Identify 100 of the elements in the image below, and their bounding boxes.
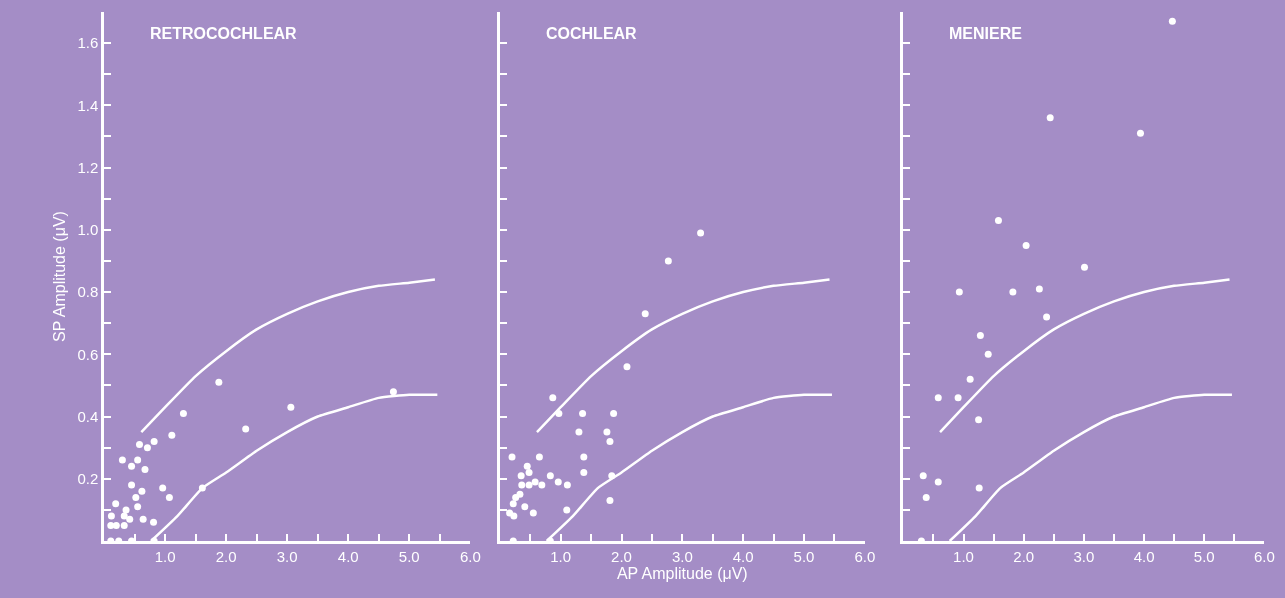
point xyxy=(546,472,554,480)
y-tick-label: 0.6 xyxy=(77,345,99,363)
point xyxy=(139,515,147,523)
y-tick-label: 0.8 xyxy=(77,283,99,301)
x-tick-label: 6.0 xyxy=(459,547,481,565)
x-tick-label: 2.0 xyxy=(1013,547,1035,565)
point xyxy=(535,453,543,461)
x-tick-label: 4.0 xyxy=(732,547,754,565)
point xyxy=(132,493,140,501)
point xyxy=(554,478,562,486)
point xyxy=(549,394,557,402)
point xyxy=(610,409,618,417)
point xyxy=(141,465,149,473)
point xyxy=(529,509,537,517)
point xyxy=(1081,263,1088,271)
point xyxy=(1168,17,1176,25)
point xyxy=(134,503,142,511)
point xyxy=(510,512,518,520)
point xyxy=(975,484,983,492)
point xyxy=(623,363,631,371)
point xyxy=(287,403,295,411)
point xyxy=(112,500,120,508)
y-axis-title: SP Amplitude (μV) xyxy=(51,211,69,342)
point xyxy=(120,512,128,520)
point xyxy=(118,456,126,464)
point xyxy=(563,481,571,489)
y-tick-label: 1.6 xyxy=(77,34,99,52)
point xyxy=(135,441,143,449)
point xyxy=(579,409,587,417)
point xyxy=(934,478,942,486)
point xyxy=(525,469,533,477)
point xyxy=(179,409,187,417)
point xyxy=(122,506,130,514)
point xyxy=(697,229,705,237)
x-axis-title: AP Amplitude (μV) xyxy=(616,564,748,582)
point xyxy=(922,493,930,501)
y-tick-label: 0.2 xyxy=(77,470,99,488)
point xyxy=(138,487,146,495)
y-tick-label: 1.0 xyxy=(77,221,99,239)
point xyxy=(994,216,1002,224)
x-tick-label: 2.0 xyxy=(215,547,237,565)
text: COCHLEAR xyxy=(546,25,638,42)
point xyxy=(1035,285,1043,293)
point xyxy=(134,456,142,464)
x-tick-label: 1.0 xyxy=(154,547,176,565)
y-tick-label: 1.4 xyxy=(77,96,99,114)
point xyxy=(919,472,927,480)
point xyxy=(120,521,128,529)
point xyxy=(150,437,158,445)
point xyxy=(215,378,223,386)
point xyxy=(975,416,983,424)
point xyxy=(242,425,250,433)
point xyxy=(603,428,611,436)
point xyxy=(389,388,397,396)
point xyxy=(523,462,531,470)
point xyxy=(107,521,115,529)
x-tick-label: 5.0 xyxy=(793,547,815,565)
x-tick-label: 3.0 xyxy=(1073,547,1095,565)
point xyxy=(976,332,984,340)
point xyxy=(509,500,517,508)
x-tick-label: 1.0 xyxy=(550,547,572,565)
x-tick-label: 4.0 xyxy=(337,547,359,565)
point xyxy=(1022,241,1030,249)
point xyxy=(517,472,525,480)
x-tick-label: 5.0 xyxy=(398,547,420,565)
point xyxy=(508,453,516,461)
point xyxy=(525,481,533,489)
y-tick-label: 1.2 xyxy=(77,158,99,176)
text: RETROCOCHLEAR xyxy=(150,25,298,42)
point xyxy=(641,310,649,318)
point xyxy=(150,518,158,526)
y-tick-label: 0.4 xyxy=(77,407,99,425)
point xyxy=(521,503,529,511)
point xyxy=(126,515,134,523)
point xyxy=(955,288,963,296)
x-tick-label: 3.0 xyxy=(671,547,693,565)
x-tick-label: 6.0 xyxy=(854,547,876,565)
point xyxy=(112,521,120,529)
point xyxy=(128,462,136,470)
point xyxy=(1043,313,1051,321)
point xyxy=(563,506,571,514)
point xyxy=(1009,288,1017,296)
point xyxy=(606,437,614,445)
point xyxy=(143,444,151,452)
point xyxy=(984,350,992,358)
x-tick-label: 5.0 xyxy=(1193,547,1215,565)
point xyxy=(128,481,136,489)
line-series xyxy=(140,278,437,434)
point xyxy=(966,375,974,383)
x-tick-label: 6.0 xyxy=(1254,547,1275,565)
x-tick-label: 2.0 xyxy=(611,547,632,565)
x-tick-label: 1.0 xyxy=(953,547,974,565)
point xyxy=(934,394,942,402)
point xyxy=(168,431,176,439)
point xyxy=(1136,129,1144,137)
point xyxy=(580,453,588,461)
point xyxy=(531,478,539,486)
point xyxy=(107,512,115,520)
point xyxy=(606,497,614,505)
x-tick-label: 4.0 xyxy=(1133,547,1155,565)
